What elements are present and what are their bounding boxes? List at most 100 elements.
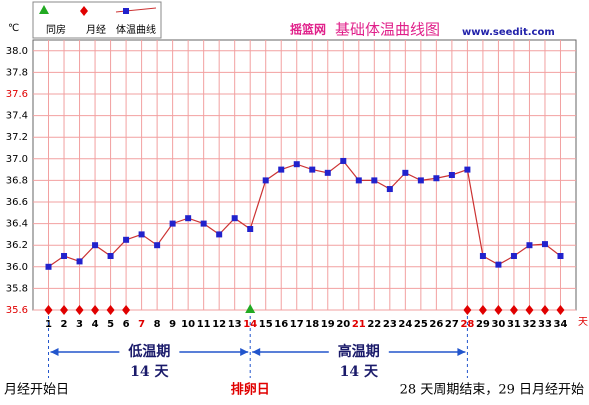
temperature-point (309, 166, 316, 173)
y-tick-label: 37.2 (6, 132, 28, 143)
x-tick-label: 3 (76, 319, 83, 330)
x-tick-label: 9 (169, 319, 176, 330)
phase-length: 14 天 (340, 364, 379, 380)
y-tick-label: 36.2 (6, 240, 28, 251)
temperature-point (231, 215, 238, 222)
legend-marker (80, 6, 88, 16)
temperature-point (76, 258, 83, 265)
url: www.seedit.com (462, 27, 555, 38)
x-tick-label: 17 (290, 319, 304, 330)
x-tick-label: 7 (138, 319, 145, 330)
x-tick-label: 30 (491, 319, 505, 330)
temperature-point (417, 177, 424, 184)
temperature-point (479, 253, 486, 259)
x-tick-label: 21 (352, 319, 366, 330)
x-tick-label: 19 (321, 319, 335, 330)
y-unit: ℃ (8, 23, 19, 34)
temperature-point (371, 177, 378, 184)
legend-marker (123, 8, 129, 14)
legend-label: 体温曲线 (116, 23, 156, 36)
label-bg (328, 343, 389, 361)
menses-marker (60, 305, 69, 315)
x-tick-label: 32 (522, 319, 536, 330)
y-tick-label: 36.0 (6, 262, 28, 273)
temperature-point (324, 169, 331, 176)
temperature-point (262, 177, 269, 184)
legend-line (115, 7, 157, 13)
temperature-point (123, 236, 130, 243)
phase-length: 14 天 (130, 364, 169, 380)
temperature-point (45, 263, 52, 270)
menses-marker (75, 305, 84, 315)
x-tick-label: 16 (274, 319, 288, 330)
temperature-point (92, 242, 99, 249)
temperature-point (541, 241, 548, 248)
y-tick-label: 37.4 (6, 111, 28, 122)
y-tick-label: 38.0 (6, 46, 28, 57)
x-tick-label: 23 (383, 319, 397, 330)
y-tick-label: 36.6 (6, 197, 28, 208)
legend-marker (39, 5, 49, 14)
x-tick-label: 6 (123, 319, 130, 330)
temperature-point (185, 215, 192, 222)
menses-marker (122, 305, 131, 315)
menses-marker (540, 305, 549, 315)
temperature-point (138, 231, 145, 238)
temperature-point (61, 253, 68, 259)
intercourse-marker (245, 304, 256, 313)
x-tick-label: 25 (414, 319, 428, 330)
temperature-point (386, 186, 393, 193)
phase-name: 高温期 (338, 343, 380, 360)
temperature-point (448, 172, 455, 178)
arrow-head (240, 348, 249, 356)
menses-marker (556, 305, 565, 315)
legend-label: 月经 (86, 23, 106, 36)
temperature-line (48, 160, 561, 268)
menses-marker (91, 305, 100, 315)
note-ovulation: 排卵日 (231, 382, 270, 398)
x-tick-label: 10 (181, 319, 195, 330)
legend-box (32, 1, 162, 39)
x-tick-label: 2 (61, 319, 68, 330)
menses-marker (44, 305, 53, 315)
note-right: 28 天周期结束，29 日月经开始 (400, 383, 584, 398)
x-tick-label: 26 (429, 319, 443, 330)
temperature-point (169, 220, 176, 227)
temperature-point (402, 169, 409, 176)
x-tick-label: 18 (305, 319, 319, 330)
temperature-point (200, 220, 207, 227)
x-tick-label: 12 (212, 319, 226, 330)
temperature-point (154, 242, 161, 249)
temperature-point (216, 231, 223, 238)
menses-marker (525, 305, 534, 315)
menses-marker (509, 305, 518, 315)
note-left: 月经开始日 (4, 383, 69, 398)
y-tick-label: 35.6 (6, 305, 28, 316)
x-tick-label: 11 (197, 319, 211, 330)
menses-marker (463, 305, 472, 315)
x-tick-label: 33 (538, 319, 552, 330)
x-tick-label: 5 (107, 319, 114, 330)
menses-marker (478, 305, 487, 315)
temperature-point (510, 253, 517, 259)
temperature-point (247, 226, 254, 232)
x-tick-label: 24 (398, 319, 412, 330)
x-tick-label: 13 (228, 319, 242, 330)
x-tick-label: 31 (507, 319, 521, 330)
y-tick-label: 35.8 (6, 283, 28, 294)
temperature-point (526, 242, 533, 249)
chart-title: 基础体温曲线图 (335, 21, 440, 39)
phase-name: 低温期 (127, 343, 170, 360)
plot-area (32, 39, 577, 311)
x-tick-label: 34 (554, 319, 568, 330)
x-tick-label: 15 (259, 319, 273, 330)
temperature-point (293, 161, 300, 168)
temperature-point (433, 175, 440, 182)
x-tick-label: 4 (92, 319, 99, 330)
x-tick-label: 22 (367, 319, 381, 330)
temperature-point (495, 261, 502, 268)
y-tick-label: 37.8 (6, 67, 28, 78)
x-tick-label: 29 (476, 319, 490, 330)
temperature-point (340, 157, 347, 164)
